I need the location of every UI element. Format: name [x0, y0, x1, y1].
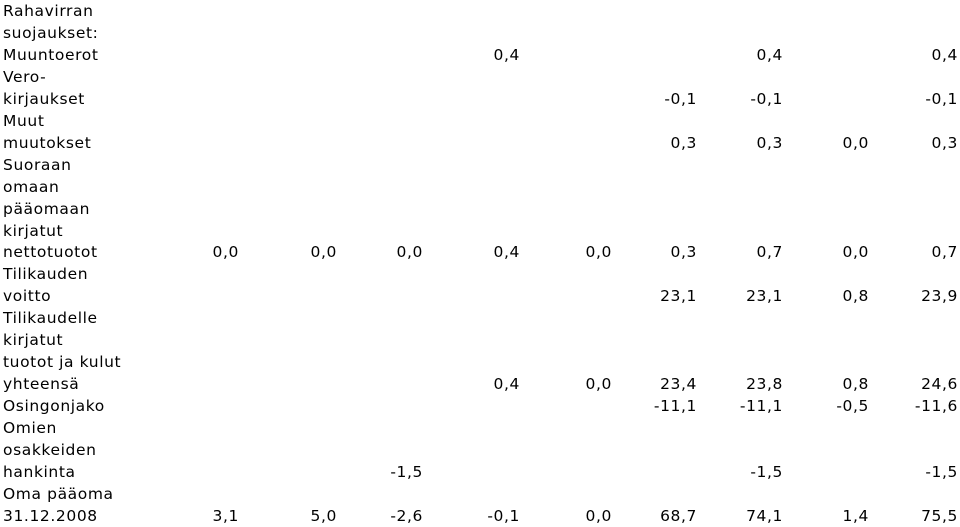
- cell-value: 0,3: [670, 243, 697, 262]
- row-label: omaan: [3, 177, 60, 196]
- cell-value: 0,4: [756, 45, 783, 64]
- cell-value: 0,4: [493, 243, 520, 262]
- cell-value: 23,1: [746, 287, 783, 306]
- row-label: Rahavirran: [3, 2, 94, 20]
- cell-value: 0,7: [756, 243, 783, 262]
- row-label: Vero-: [3, 67, 47, 86]
- cell-value: -0,1: [487, 506, 520, 525]
- cell-value: 0,4: [493, 45, 520, 64]
- cell-value: -0,5: [836, 397, 869, 416]
- cell-value: 3,1: [212, 506, 239, 525]
- row-label: Tilikaudelle: [3, 309, 98, 328]
- cell-value: 68,7: [660, 506, 697, 525]
- cell-value: 0,0: [585, 375, 612, 394]
- row-label: Suoraan: [3, 155, 72, 174]
- cell-value: 23,9: [921, 287, 958, 306]
- cell-value: 74,1: [746, 506, 783, 525]
- cell-value: 0,0: [310, 243, 337, 262]
- row-label: 31.12.2008: [3, 506, 98, 525]
- cell-value: -1,5: [750, 462, 783, 481]
- cell-value: -1,5: [390, 462, 423, 481]
- cell-value: 0,8: [842, 287, 869, 306]
- cell-value: -0,1: [664, 89, 697, 108]
- cell-value: -0,1: [925, 89, 958, 108]
- row-label: Oma pääoma: [3, 484, 114, 503]
- cell-value: 0,0: [585, 243, 612, 262]
- cell-value: 0,0: [585, 506, 612, 525]
- cell-value: 0,8: [842, 375, 869, 394]
- row-label: muutokset: [3, 133, 92, 152]
- cell-value: 75,5: [921, 506, 958, 525]
- row-label: voitto: [3, 287, 52, 306]
- cell-value: 0,4: [493, 375, 520, 394]
- cell-value: 0,0: [842, 133, 869, 152]
- cell-value: 0,0: [842, 243, 869, 262]
- cell-value: -11,1: [739, 397, 783, 416]
- row-label: nettotuotot: [3, 243, 98, 262]
- cell-value: 5,0: [310, 506, 337, 525]
- cell-value: 23,4: [660, 375, 697, 394]
- cell-value: 23,1: [660, 287, 697, 306]
- row-label: Muuntoerot: [3, 45, 99, 64]
- cell-value: 23,8: [746, 375, 783, 394]
- cell-value: 0,4: [931, 45, 958, 64]
- cell-value: -0,1: [750, 89, 783, 108]
- cell-value: 0,3: [756, 133, 783, 152]
- row-label: kirjatut: [3, 221, 64, 240]
- cell-value: 0,3: [670, 133, 697, 152]
- cell-value: -11,1: [653, 397, 697, 416]
- cell-value: 0,7: [931, 243, 958, 262]
- cell-value: 1,4: [842, 506, 869, 525]
- row-label: pääomaan: [3, 199, 91, 218]
- cell-value: -2,6: [390, 506, 423, 525]
- cell-value: -1,5: [925, 462, 958, 481]
- cell-value: 0,0: [396, 243, 423, 262]
- row-label: suojaukset:: [3, 23, 99, 42]
- row-label: Muut: [3, 111, 45, 130]
- row-label: Tilikauden: [3, 265, 89, 284]
- row-label: osakkeiden: [3, 441, 97, 459]
- row-label: yhteensä: [3, 375, 80, 394]
- row-label: tuotot ja kulut: [3, 353, 122, 372]
- row-label: kirjatut: [3, 331, 64, 350]
- cell-value: 24,6: [921, 375, 958, 394]
- cell-value: 0,3: [931, 133, 958, 152]
- cell-value: -11,6: [914, 397, 958, 416]
- cell-value: 0,0: [212, 243, 239, 262]
- row-label: kirjaukset: [3, 89, 85, 108]
- row-label: Omien: [3, 419, 57, 438]
- row-label: hankinta: [3, 462, 76, 481]
- row-label: Osingonjako: [3, 397, 105, 416]
